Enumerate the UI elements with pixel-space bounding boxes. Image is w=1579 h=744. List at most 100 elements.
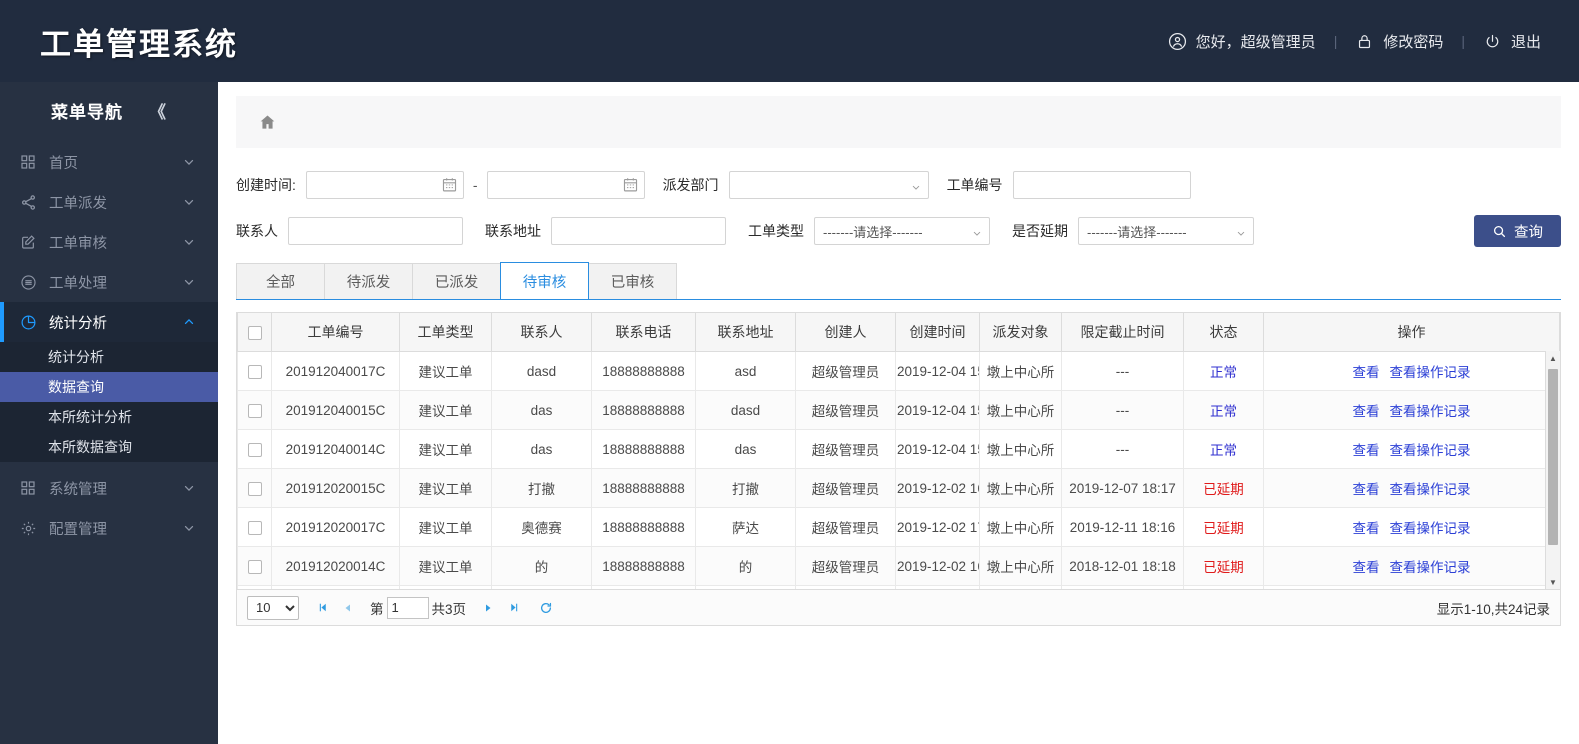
order-no-input[interactable] [1012,171,1191,199]
sidebar-item-statistics[interactable]: 统计分析 [0,302,218,342]
scrollbar-thumb[interactable] [1548,369,1558,545]
sidebar-item-home[interactable]: 首页 [0,142,218,182]
cell-phone: 18888888888 [591,351,696,391]
header-divider-1: | [1333,33,1338,49]
sidebar-subitem-local-data-query[interactable]: 本所数据查询 [48,439,132,455]
user-greeting[interactable]: 您好，超级管理员 [1168,31,1316,52]
chevron-down-icon [182,275,196,289]
sidebar-item-label: 工单派发 [49,195,107,212]
sidebar-subitem-statistics[interactable]: 统计分析 [48,349,104,365]
row-select-cell [237,351,272,391]
collapse-sidebar-icon[interactable]: 《 [149,102,167,122]
view-link[interactable]: 查看 [1352,560,1380,575]
next-page-icon[interactable] [475,596,501,620]
page-prefix-label: 第 [370,601,384,617]
prev-page-icon[interactable] [335,596,361,620]
cell-phone: 18888888888 [591,585,696,589]
delay-select[interactable]: -------请选择------- [1078,217,1254,245]
scroll-down-icon[interactable]: ▼ [1549,577,1557,587]
change-password-button[interactable]: 修改密码 [1355,31,1443,52]
cell-created-time: 2019-12-02 16 [895,546,980,586]
lock-icon [1355,32,1374,51]
contact-input[interactable] [288,217,463,245]
date-end-field[interactable] [486,171,645,199]
page-number-input[interactable] [386,596,429,619]
table-row[interactable]: 201912020015C 建议工单 打撤 18888888888 打撤 超级管理员 201… [237,468,1560,508]
tab-all[interactable]: 全部 [236,263,325,299]
cell-order-type: 建议工单 [399,507,492,547]
logout-button[interactable]: 退出 [1483,31,1541,52]
cell-address: das [695,429,796,469]
scroll-up-icon[interactable]: ▲ [1549,353,1557,363]
view-log-link[interactable]: 查看操作记录 [1389,365,1471,380]
app-title: 工单管理系统 [40,26,238,62]
dispatch-dept-select[interactable] [728,171,929,199]
row-checkbox[interactable] [247,520,262,535]
table-row[interactable]: 201912020017C 建议工单 奥德赛 18888888888 萨达 超级管理员 20… [237,507,1560,547]
row-checkbox[interactable] [247,403,262,418]
first-page-icon[interactable] [309,596,335,620]
row-checkbox[interactable] [247,481,262,496]
date-start-field[interactable] [305,171,464,199]
sidebar-item-label: 工单处理 [49,275,107,292]
cell-contact: 奥德赛 [491,507,592,547]
row-checkbox[interactable] [247,364,262,379]
sidebar-subitem-local-statistics[interactable]: 本所统计分析 [48,409,132,425]
date-end-input[interactable] [486,171,645,199]
delay-field[interactable]: -------请选择------- [1078,217,1254,245]
order-type-field[interactable]: -------请选择------- [814,217,990,245]
last-page-icon[interactable] [501,596,527,620]
status-badge: 已延期 [1203,482,1244,497]
view-log-link[interactable]: 查看操作记录 [1389,443,1471,458]
view-link[interactable]: 查看 [1352,521,1380,536]
page-size-select[interactable]: 102050100 [247,595,299,620]
table-row[interactable]: 201912040017C 建议工单 dasd 18888888888 asd 超级管理员… [237,351,1560,391]
status-badge: 正常 [1210,443,1237,458]
table-row[interactable]: 201912020025C建议工单打撤18888888888阿萨的超级管理员20… [237,585,1560,589]
sidebar-item-process[interactable]: 工单处理 [0,262,218,302]
table-row[interactable]: 201912040014C 建议工单 das 18888888888 das 超级管理员 2… [237,429,1560,469]
sidebar-item-system[interactable]: 系统管理 [0,468,218,508]
orders-table-body: 201912040017C 建议工单 dasd 18888888888 asd 超级管理员… [237,351,1560,589]
row-checkbox[interactable] [247,442,262,457]
search-button[interactable]: 查询 [1474,215,1561,247]
table-row[interactable]: 201912040015C 建议工单 das 18888888888 dasd 超级管理员… [237,390,1560,430]
view-link[interactable]: 查看 [1352,443,1380,458]
cell-deadline: 2019-12-28 18:10 [1061,585,1184,589]
row-checkbox[interactable] [247,559,262,574]
sidebar-item-config[interactable]: 配置管理 [0,508,218,548]
tab-dispatched[interactable]: 已派发 [412,263,501,299]
date-start-input[interactable] [305,171,464,199]
table-row[interactable]: 201912020014C 建议工单的 18888888888 的超级管理员 2019-… [237,546,1560,586]
sidebar-subitem-data-query[interactable]: 数据查询 [0,372,218,402]
dispatch-dept-field[interactable] [728,171,929,199]
contact-label: 联系人 [236,223,278,239]
tab-pending-dispatch[interactable]: 待派发 [324,263,413,299]
view-link[interactable]: 查看 [1352,404,1380,419]
cell-order-type: 建议工单 [399,351,492,391]
view-log-link[interactable]: 查看操作记录 [1389,404,1471,419]
address-input[interactable] [551,217,726,245]
cell-status: 已延期 [1183,468,1264,508]
table-vertical-scrollbar[interactable]: ▲ ▼ [1545,351,1560,589]
page-total-label: 共3页 [431,601,467,617]
tab-reviewed[interactable]: 已审核 [588,263,677,299]
view-link[interactable]: 查看 [1352,482,1380,497]
cell-order-type: 建议工单 [399,468,492,508]
row-select-cell [237,468,272,508]
refresh-icon[interactable] [533,596,559,620]
home-icon[interactable] [258,113,277,132]
view-log-link[interactable]: 查看操作记录 [1389,482,1471,497]
tab-pending-review[interactable]: 待审核 [500,262,589,299]
cell-order-no: 201912020015C [271,468,400,508]
view-link[interactable]: 查看 [1352,365,1380,380]
view-log-link[interactable]: 查看操作记录 [1389,521,1471,536]
sidebar-item-dispatch[interactable]: 工单派发 [0,182,218,222]
cell-creator: 超级管理员 [795,585,896,589]
row-select-cell [237,429,272,469]
order-type-select[interactable]: -------请选择------- [814,217,990,245]
select-all-checkbox[interactable] [247,326,262,341]
sidebar-item-review[interactable]: 工单审核 [0,222,218,262]
view-log-link[interactable]: 查看操作记录 [1389,560,1471,575]
cell-contact: das [491,429,592,469]
